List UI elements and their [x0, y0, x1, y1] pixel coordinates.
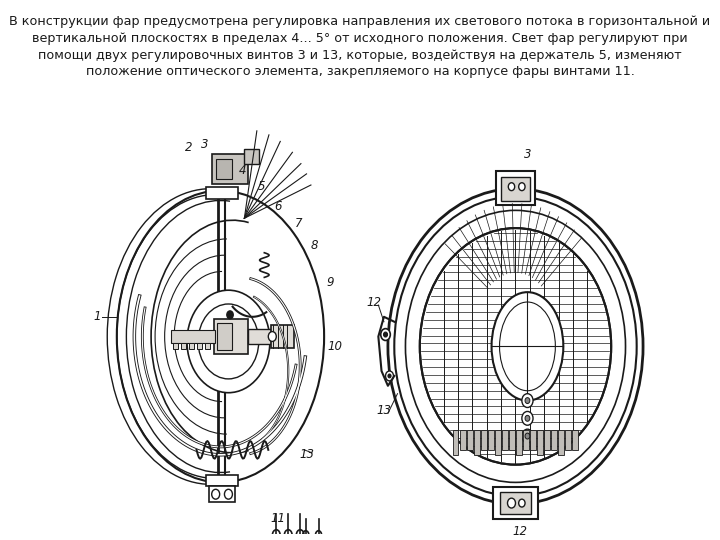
Text: 8: 8	[311, 239, 318, 252]
Text: 2: 2	[185, 141, 192, 154]
Bar	[171, 329, 215, 343]
Bar	[565, 430, 571, 450]
Bar	[212, 154, 248, 184]
Bar	[572, 430, 578, 450]
Bar	[453, 430, 459, 455]
Circle shape	[395, 197, 636, 496]
Circle shape	[385, 371, 394, 381]
Circle shape	[525, 397, 530, 403]
Circle shape	[522, 411, 533, 425]
Bar	[544, 430, 550, 450]
Bar	[206, 187, 238, 199]
Bar	[206, 475, 238, 487]
Text: 10: 10	[327, 340, 342, 353]
Text: помощи двух регулировочных винтов 3 и 13, которые, воздействуя на держатель 5, и: помощи двух регулировочных винтов 3 и 13…	[38, 49, 682, 62]
Bar	[493, 487, 538, 519]
Circle shape	[420, 228, 611, 464]
Circle shape	[405, 211, 626, 482]
Circle shape	[212, 489, 220, 499]
Text: 3: 3	[201, 138, 208, 151]
Bar	[481, 430, 487, 450]
Text: В конструкции фар предусмотрена регулировка направления их светового потока в го: В конструкции фар предусмотрена регулиро…	[9, 15, 711, 28]
Text: 13: 13	[299, 448, 314, 461]
Bar	[488, 430, 494, 450]
Circle shape	[525, 433, 530, 439]
Bar	[210, 487, 235, 502]
Bar	[531, 430, 536, 450]
Circle shape	[381, 329, 390, 340]
Ellipse shape	[492, 292, 563, 401]
Text: вертикальной плоскостях в пределах 4... 5° от исходного положения. Свет фар регу: вертикальной плоскостях в пределах 4... …	[32, 32, 688, 45]
Bar	[502, 430, 508, 450]
Bar	[197, 343, 202, 349]
Circle shape	[518, 183, 525, 191]
Circle shape	[225, 489, 233, 499]
Bar	[509, 430, 515, 450]
Bar	[552, 430, 557, 450]
Bar	[244, 149, 258, 164]
Circle shape	[227, 311, 233, 319]
Bar	[217, 159, 233, 179]
Bar	[467, 430, 472, 450]
Circle shape	[522, 429, 533, 443]
Bar	[204, 343, 210, 349]
Circle shape	[525, 415, 530, 421]
Bar	[189, 343, 194, 349]
Text: 12: 12	[512, 525, 527, 538]
Circle shape	[508, 498, 516, 508]
Text: 13: 13	[377, 404, 392, 417]
Bar	[173, 343, 179, 349]
Bar	[537, 430, 543, 455]
Bar	[501, 177, 530, 201]
Text: 3: 3	[523, 147, 531, 161]
Text: 12: 12	[366, 295, 381, 308]
Text: положение оптического элемента, закрепляемого на корпусе фары винтами 11.: положение оптического элемента, закрепля…	[86, 65, 634, 78]
Circle shape	[269, 332, 276, 341]
Bar	[181, 343, 186, 349]
Bar	[500, 492, 531, 514]
Bar	[495, 430, 500, 455]
Circle shape	[388, 188, 643, 504]
Bar	[495, 171, 536, 205]
Bar	[559, 430, 564, 455]
Bar	[516, 430, 522, 455]
Bar	[460, 430, 466, 450]
Bar	[523, 430, 528, 450]
Text: 7: 7	[295, 217, 302, 230]
Circle shape	[198, 304, 258, 379]
Bar	[271, 325, 294, 348]
Bar	[217, 323, 232, 350]
Text: 6: 6	[274, 200, 282, 213]
Circle shape	[518, 499, 525, 507]
Circle shape	[187, 290, 270, 393]
Text: 4: 4	[239, 164, 246, 178]
Bar	[214, 319, 248, 354]
Circle shape	[522, 394, 533, 408]
Text: 9: 9	[327, 276, 334, 289]
Bar	[248, 329, 271, 345]
Circle shape	[388, 374, 391, 378]
Text: 11: 11	[271, 512, 285, 525]
Text: 1: 1	[93, 310, 101, 323]
Ellipse shape	[500, 302, 555, 391]
Text: 5: 5	[258, 180, 266, 193]
Circle shape	[508, 183, 515, 191]
Bar	[474, 430, 480, 455]
Circle shape	[384, 332, 387, 337]
